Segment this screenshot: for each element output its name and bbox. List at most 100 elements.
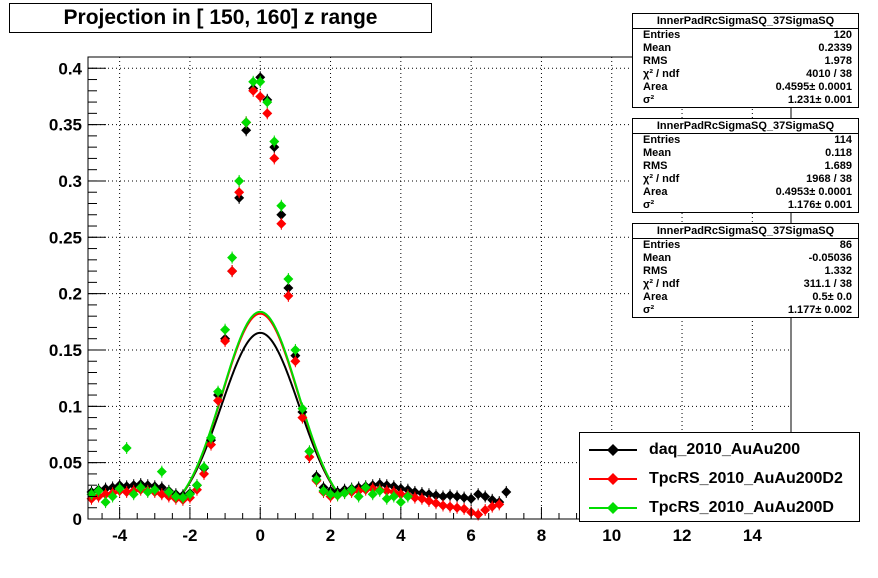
y-tick-label: 0.35 (49, 116, 82, 135)
legend-item-tpcrs-d2: TpcRS_2010_AuAu200D2 (580, 467, 859, 491)
stats-value: 1.689 (824, 160, 852, 172)
stats-box: InnerPadRcSigmaSQ_37SigmaSQ Entries 86 Mean… (632, 223, 859, 318)
stats-row: RMS 1.689 (633, 160, 858, 173)
data-point (297, 412, 308, 423)
legend-label-daq: daq_2010_AuAu200 (649, 441, 801, 458)
y-tick-label: 0.3 (58, 172, 82, 191)
data-point (325, 489, 336, 500)
legend-marker-tpcrs-d (589, 502, 637, 514)
stats-value: 0.2339 (818, 42, 852, 54)
stats-value: 114 (834, 134, 852, 146)
data-point (318, 485, 329, 496)
data-point (452, 502, 463, 513)
data-point (184, 489, 195, 500)
stats-row: σ² 1.177± 0.002 (633, 304, 858, 317)
data-point (430, 490, 441, 501)
stats-box: InnerPadRcSigmaSQ_37SigmaSQ Entries 120 Mea… (632, 13, 859, 108)
data-point (241, 125, 252, 136)
stats-label: Mean (643, 42, 672, 54)
stats-label: Area (643, 186, 668, 198)
stats-label: Entries (643, 29, 681, 41)
data-point (227, 266, 238, 277)
data-point (234, 175, 245, 186)
stats-row: Mean -0.05036 (633, 252, 858, 265)
data-point (438, 500, 449, 511)
data-point (459, 503, 470, 514)
stats-row: σ² 1.231± 0.001 (633, 94, 858, 107)
stats-value: 0.5± 0.0 (812, 291, 852, 303)
data-point (388, 491, 399, 502)
data-point (248, 76, 259, 87)
data-point (283, 283, 294, 293)
stats-box-title: InnerPadRcSigmaSQ_37SigmaSQ (633, 119, 858, 134)
stats-value: 1.176± 0.001 (787, 199, 852, 211)
data-points (86, 71, 512, 521)
data-point (353, 491, 364, 502)
data-point (241, 117, 252, 128)
stats-value: 1.332 (824, 265, 852, 277)
data-point (198, 468, 209, 479)
stats-row: Area 0.4953± 0.0001 (633, 186, 858, 199)
stats-box-title: InnerPadRcSigmaSQ_37SigmaSQ (633, 224, 858, 239)
data-point (206, 439, 217, 450)
stats-row: RMS 1.332 (633, 265, 858, 278)
y-tick-label: 0 (73, 510, 82, 529)
data-point (445, 501, 456, 512)
data-point (135, 482, 146, 493)
data-point (339, 488, 350, 499)
stats-row: Entries 114 (633, 134, 858, 147)
x-tick-label: -4 (112, 526, 128, 545)
stats-label: Mean (643, 147, 672, 159)
stats-value: 1.978 (824, 55, 852, 67)
stats-row: χ² / ndf 311.1 / 38 (633, 278, 858, 291)
data-point (213, 386, 224, 397)
data-point (220, 335, 231, 346)
stats-value: 1968 / 38 (806, 173, 852, 185)
data-point (234, 187, 245, 198)
data-point (459, 492, 470, 503)
stats-row: χ² / ndf 4010 / 38 (633, 68, 858, 81)
stats-row: Entries 86 (633, 239, 858, 252)
x-tick-label: -2 (182, 526, 197, 545)
data-point (107, 491, 118, 502)
data-point (395, 497, 406, 508)
data-point (114, 483, 125, 494)
stats-label: Area (643, 291, 668, 303)
data-point (283, 290, 294, 301)
stats-row: Area 0.5± 0.0 (633, 291, 858, 304)
stats-label: Mean (643, 252, 672, 264)
stats-row: Mean 0.118 (633, 147, 858, 160)
stats-row: χ² / ndf 1968 / 38 (633, 173, 858, 186)
data-point (466, 493, 477, 504)
data-point (445, 490, 456, 501)
data-point (367, 489, 378, 500)
data-point (220, 324, 231, 335)
stats-value: 1.231± 0.001 (787, 94, 852, 106)
data-point (480, 504, 491, 515)
stats-value: 120 (833, 29, 852, 41)
data-point (213, 395, 224, 406)
data-point (501, 486, 512, 497)
x-tick-label: 10 (602, 526, 621, 545)
stats-value: 1.177± 0.002 (787, 304, 852, 316)
data-point (198, 462, 209, 473)
y-tick-label: 0.4 (58, 59, 82, 78)
stats-label: RMS (643, 265, 668, 277)
chart-title: Projection in [ 150, 160] z range (9, 3, 432, 33)
data-point (177, 492, 188, 503)
data-point (100, 497, 111, 508)
y-tick-label: 0.25 (49, 228, 82, 247)
data-point (170, 491, 181, 502)
data-point (402, 491, 413, 502)
stats-row: Entries 120 (633, 29, 858, 42)
stats-label: RMS (643, 160, 668, 172)
data-point (255, 76, 266, 87)
data-point (438, 491, 449, 502)
data-point (304, 446, 315, 457)
stats-row: Mean 0.2339 (633, 42, 858, 55)
x-tick-label: 0 (256, 526, 265, 545)
stats-label: χ² / ndf (643, 278, 680, 290)
x-tick-label: 12 (673, 526, 692, 545)
y-tick-label: 0.1 (58, 397, 82, 416)
x-tick-label: 4 (396, 526, 406, 545)
